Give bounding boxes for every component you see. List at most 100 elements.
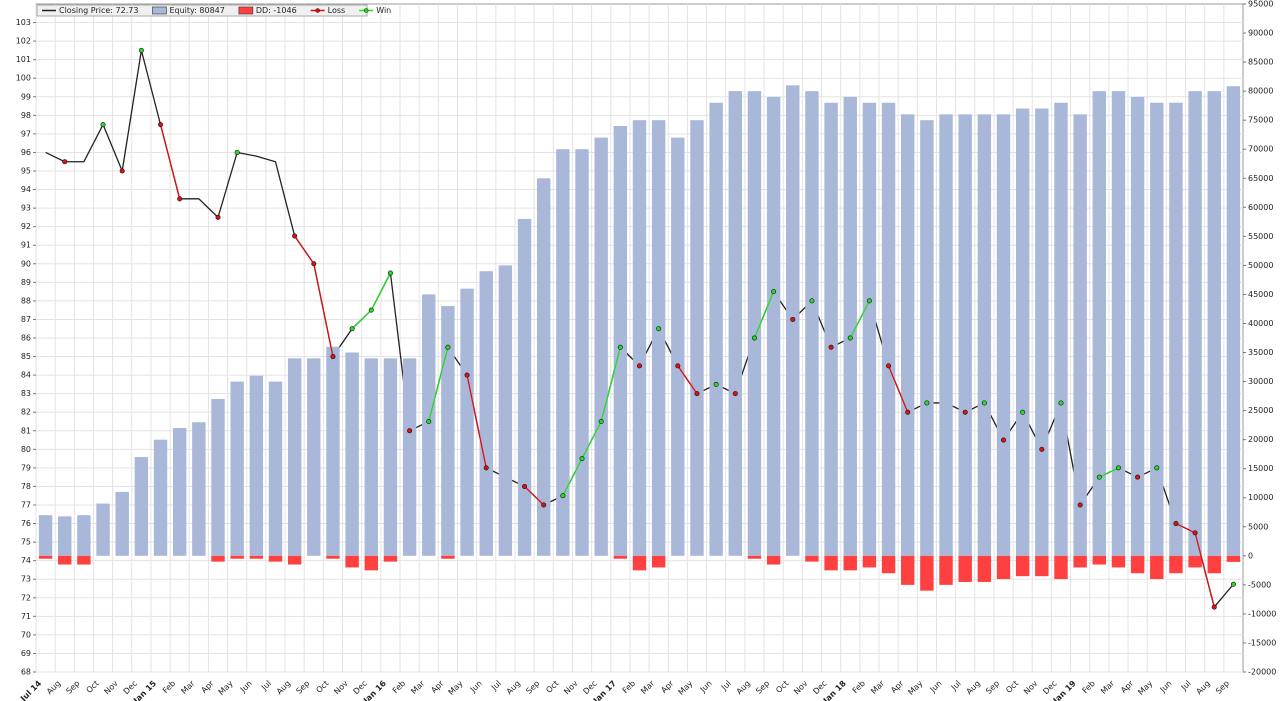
bar — [115, 491, 129, 556]
bar — [364, 358, 378, 556]
marker — [483, 465, 489, 471]
marker — [656, 326, 662, 332]
line — [428, 347, 449, 422]
marker — [732, 391, 738, 397]
x-tick-label: Nov — [562, 679, 580, 697]
marker — [330, 354, 336, 360]
y-tick-label: 78 — [21, 482, 31, 491]
y-tick-label: 84 — [21, 371, 31, 380]
bar — [1207, 555, 1221, 574]
bar — [690, 120, 704, 556]
marker — [675, 363, 681, 369]
bar — [326, 346, 340, 556]
marker — [790, 316, 796, 322]
marker — [694, 391, 700, 397]
bar — [901, 114, 915, 556]
x-tick-label: Sep — [754, 679, 771, 696]
y2-tick-label: 95000 — [1248, 0, 1273, 9]
marker — [464, 372, 470, 378]
marker — [713, 381, 719, 387]
bar — [824, 102, 838, 556]
x-tick-label: Nov — [792, 679, 810, 697]
line — [887, 365, 909, 413]
x-tick-label: Apr — [889, 678, 906, 695]
marker — [1192, 530, 1198, 536]
bar — [345, 555, 359, 568]
y-tick-label: 94 — [21, 185, 31, 194]
x-tick-label: Aug — [1194, 679, 1211, 696]
bar — [1169, 102, 1183, 556]
y2-tick-label: 20000 — [1248, 435, 1273, 444]
line — [524, 485, 545, 506]
marks — [38, 47, 1241, 610]
bar — [881, 555, 896, 574]
legend-swatch — [152, 6, 167, 15]
y2-tick-label: 35000 — [1248, 348, 1273, 357]
bar — [537, 178, 551, 556]
bar — [632, 120, 647, 556]
bar — [613, 125, 628, 556]
marker — [924, 400, 930, 406]
bar — [1207, 91, 1221, 556]
bar — [862, 555, 877, 568]
x-tick-label: Jun — [468, 679, 484, 695]
y-tick-label: 72 — [21, 593, 31, 602]
bar — [402, 358, 417, 556]
marker — [1154, 465, 1160, 471]
x-tick-label: Oct — [544, 679, 560, 695]
x-tick-label: Aug — [505, 679, 522, 696]
x-tick-label: Apr — [1119, 678, 1136, 695]
bar — [307, 358, 321, 556]
x-tick-label: Apr — [429, 678, 446, 695]
bar — [249, 375, 264, 556]
x-tick-label: Jun — [698, 679, 714, 695]
x-tick-label: Mar — [639, 678, 657, 696]
marker — [886, 363, 892, 369]
y-tick-label: 70 — [21, 630, 31, 639]
bar — [843, 555, 857, 571]
y-tick-label: 103 — [16, 18, 31, 27]
bar — [651, 555, 666, 568]
y2-tick-label: 40000 — [1248, 319, 1273, 328]
x-tick-label: Oct — [774, 679, 790, 695]
y-tick-label: 98 — [21, 111, 31, 120]
bar — [1226, 86, 1241, 556]
bar — [230, 555, 244, 559]
bar — [153, 439, 168, 556]
bar — [287, 555, 302, 565]
bar — [38, 555, 53, 559]
bar — [920, 555, 934, 591]
bar — [268, 555, 283, 562]
bar — [1111, 91, 1126, 556]
marker — [522, 483, 528, 489]
x-tick-label: Jul — [719, 679, 733, 693]
bar — [172, 428, 187, 556]
x-tick-label: Oct — [85, 679, 101, 695]
line — [753, 291, 775, 339]
y2-tick-label: 0 — [1248, 551, 1253, 560]
bar — [383, 358, 398, 556]
y-tick-label: 87 — [21, 315, 31, 324]
bar — [766, 555, 781, 565]
bar — [1130, 96, 1145, 556]
marker — [1115, 465, 1121, 471]
marker — [62, 159, 68, 165]
x-tick-label: Mar — [1099, 678, 1117, 696]
x-tick-label: Oct — [314, 679, 330, 695]
bar — [77, 555, 91, 565]
x-tick-label: Aug — [275, 679, 292, 696]
marker — [1077, 502, 1083, 508]
y2-tick-label: 80000 — [1248, 87, 1273, 96]
marker — [579, 456, 585, 462]
bar — [58, 516, 72, 556]
y-tick-label: 75 — [21, 538, 31, 547]
legend-swatch — [238, 6, 254, 15]
y2-tick-label: -5000 — [1248, 580, 1271, 589]
y2-tick-label: 65000 — [1248, 174, 1273, 183]
marker — [560, 493, 566, 499]
legend-label: Closing Price: 72.73 — [59, 6, 138, 15]
bar — [805, 555, 819, 562]
bar — [977, 555, 992, 582]
bar — [1035, 555, 1049, 577]
